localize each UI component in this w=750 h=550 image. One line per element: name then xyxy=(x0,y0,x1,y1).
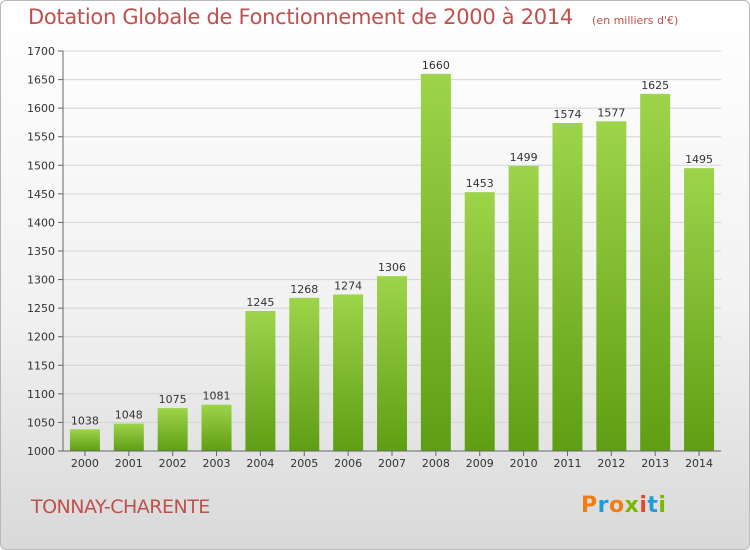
unit-text: (en milliers d'€) xyxy=(592,14,679,27)
proxiti-logo: Proxiti xyxy=(581,493,666,518)
logo-letter: i xyxy=(639,493,648,518)
bar xyxy=(289,297,320,451)
y-tick-label: 1650 xyxy=(27,74,55,87)
x-tick-label: 2006 xyxy=(334,457,362,470)
y-tick-label: 1150 xyxy=(27,359,55,372)
y-tick-label: 1000 xyxy=(27,445,55,458)
x-tick-label: 2014 xyxy=(685,457,713,470)
x-tick-label: 2001 xyxy=(115,457,143,470)
logo-letter: r xyxy=(597,493,609,518)
y-tick-label: 1450 xyxy=(27,188,55,201)
x-tick-label: 2007 xyxy=(378,457,406,470)
y-tick-label: 1700 xyxy=(27,45,55,58)
x-axis: 2000 2001 2002 2003 2004 2005 2006 2007 2008 2009… xyxy=(63,450,721,470)
bar-value-label: 1499 xyxy=(510,151,538,164)
y-tick-label: 1300 xyxy=(27,274,55,287)
x-tick-label: 2009 xyxy=(466,457,494,470)
x-tick-label: 2002 xyxy=(159,457,187,470)
bar-value-label: 1081 xyxy=(203,390,231,403)
y-tick-label: 1050 xyxy=(27,416,55,429)
bar-value-label: 1268 xyxy=(290,283,318,296)
logo-letter: P xyxy=(581,493,598,518)
y-tick-label: 1350 xyxy=(27,245,55,258)
x-tick-label: 2004 xyxy=(246,457,274,470)
x-tick-label: 2011 xyxy=(553,457,581,470)
y-tick-label: 1250 xyxy=(27,302,55,315)
bar-value-label: 1660 xyxy=(422,59,450,72)
y-axis: 1000 1050 1100 1150 1200 1250 1300 1350 1400 1450… xyxy=(27,45,64,458)
bar-value-label: 1038 xyxy=(71,414,99,427)
y-tick-label: 1600 xyxy=(27,102,55,115)
y-tick-label: 1500 xyxy=(27,159,55,172)
chart-title: Dotation Globale de Fonctionnement de 20… xyxy=(28,5,678,29)
title-text: Dotation Globale de Fonctionnement de 20… xyxy=(28,5,573,29)
bar-value-label: 1453 xyxy=(466,177,494,190)
bar xyxy=(684,168,715,451)
logo-letter: i xyxy=(658,493,667,518)
bar xyxy=(377,276,407,451)
bar xyxy=(113,423,144,451)
place-name: TONNAY-CHARENTE xyxy=(31,496,210,518)
bar-value-label: 1274 xyxy=(334,279,362,292)
bar-value-label: 1574 xyxy=(553,108,581,121)
bar xyxy=(596,121,627,452)
x-tick-label: 2003 xyxy=(203,457,231,470)
bars: 1038 1048 1075 1081 1245 1268 1274 1306 1660 1453… xyxy=(69,59,715,452)
bar xyxy=(333,294,364,451)
y-tick-label: 1200 xyxy=(27,331,55,344)
bar xyxy=(69,429,100,451)
bar xyxy=(420,73,451,451)
bar xyxy=(157,408,188,451)
logo-letter: x xyxy=(624,493,640,518)
bar-value-label: 1577 xyxy=(597,106,625,119)
bar xyxy=(245,311,276,451)
x-tick-label: 2000 xyxy=(71,457,99,470)
x-tick-label: 2010 xyxy=(510,457,538,470)
bar-value-label: 1306 xyxy=(378,261,406,274)
bar-value-label: 1245 xyxy=(246,296,274,309)
x-tick-label: 2008 xyxy=(422,457,450,470)
bar-value-label: 1075 xyxy=(159,393,187,406)
bar xyxy=(640,93,671,451)
x-tick-label: 2005 xyxy=(290,457,318,470)
bar xyxy=(464,192,495,451)
logo-letter: o xyxy=(608,493,625,518)
y-tick-label: 1100 xyxy=(27,388,55,401)
y-tick-label: 1550 xyxy=(27,131,55,144)
x-tick-label: 2012 xyxy=(597,457,625,470)
bar xyxy=(508,165,539,451)
bar xyxy=(552,123,583,451)
bar-value-label: 1495 xyxy=(685,153,713,166)
bar xyxy=(201,404,232,451)
logo-letter: t xyxy=(647,493,659,518)
bar-value-label: 1625 xyxy=(641,79,669,92)
x-tick-label: 2013 xyxy=(641,457,669,470)
y-tick-label: 1400 xyxy=(27,216,55,229)
bar-value-label: 1048 xyxy=(115,409,143,422)
